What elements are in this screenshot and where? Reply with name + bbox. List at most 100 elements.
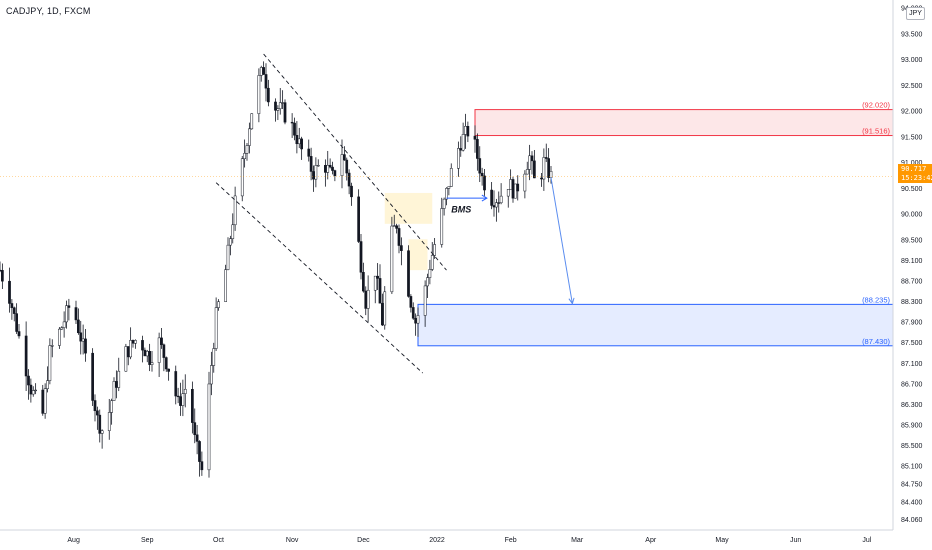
price-tick-label: 89.100 (901, 258, 923, 265)
candle (267, 79, 270, 107)
projection-line[interactable] (550, 177, 573, 304)
candle (81, 324, 85, 355)
candle (359, 233, 363, 280)
price-tick-label: 84.060 (901, 517, 923, 524)
candle (74, 300, 78, 324)
candle (283, 99, 287, 125)
candle (96, 406, 99, 430)
price-tick-label: 91.500 (901, 134, 923, 141)
candle (50, 339, 54, 358)
candle (1, 263, 4, 290)
candle (357, 189, 360, 243)
candle (449, 163, 453, 188)
candle (8, 267, 11, 313)
candle (307, 139, 311, 162)
candle (193, 408, 197, 444)
candle (530, 151, 534, 175)
highlight-box-0[interactable] (384, 192, 433, 224)
price-tick-label: 86.300 (901, 402, 923, 409)
candle (466, 121, 470, 143)
candle (24, 321, 28, 391)
candle (523, 170, 527, 199)
price-tick-label: 88.700 (901, 278, 923, 285)
highlight-box-1[interactable] (408, 239, 428, 271)
price-axis[interactable]: 94.00093.50093.00092.50092.00091.50091.0… (892, 0, 923, 530)
candle (423, 280, 427, 327)
candle (240, 155, 244, 202)
candle (328, 158, 332, 169)
candle (428, 259, 432, 285)
zone-demand-low-label: (87.430) (862, 337, 890, 346)
price-tick-label: 90.500 (901, 186, 923, 193)
candle (12, 306, 16, 322)
candle (333, 169, 337, 182)
candle (191, 381, 194, 434)
candle (490, 182, 493, 210)
candle (250, 113, 254, 130)
candle (509, 169, 512, 190)
candle (395, 223, 398, 234)
candle (243, 139, 246, 168)
price-tick-label: 89.500 (901, 237, 923, 244)
candle (112, 377, 116, 402)
candle (492, 190, 496, 217)
candle (93, 394, 97, 422)
symbol-title: CADJPY, 1D, FXCM (6, 6, 91, 16)
candle (164, 356, 168, 372)
candle (160, 328, 163, 349)
annotation-bms: BMS (451, 204, 471, 214)
channel-line-0[interactable] (263, 53, 447, 271)
candle (314, 157, 318, 188)
currency-badge[interactable]: JPY (906, 7, 925, 20)
zone-supply[interactable] (474, 109, 894, 137)
candle (366, 275, 370, 322)
candle (29, 378, 33, 403)
zone-demand[interactable] (417, 303, 894, 347)
candle (476, 133, 479, 171)
candle (542, 148, 546, 191)
candle (295, 121, 299, 154)
highlight-boxes (384, 192, 433, 271)
candle (262, 61, 265, 75)
price-tick-label: 92.500 (901, 83, 923, 90)
candle (440, 197, 444, 248)
candle (293, 117, 296, 141)
candle (98, 409, 102, 443)
candle (10, 299, 14, 320)
candle (426, 273, 429, 298)
candle (157, 332, 161, 377)
candle (547, 148, 550, 183)
candle (198, 440, 201, 477)
price-tick-label: 93.000 (901, 57, 923, 64)
price-tick-label: 85.500 (901, 443, 923, 450)
candle (84, 329, 87, 362)
candle (181, 379, 185, 417)
time-tick-label: May (715, 537, 729, 544)
candle (430, 242, 434, 272)
candle (309, 147, 313, 181)
candle (414, 313, 417, 336)
candle (483, 168, 486, 196)
candle (461, 122, 465, 152)
time-tick-label: Jul (862, 537, 871, 544)
candle (117, 357, 121, 392)
time-axis[interactable]: Aug Sep Oct Nov Dec 2022 Feb Mar Apr May Jun Jul (0, 529, 893, 544)
time-tick-label: 2022 (429, 537, 445, 544)
candle (495, 198, 498, 222)
candle (478, 146, 482, 183)
price-tick-label: 86.700 (901, 381, 923, 388)
channel-line-1[interactable] (215, 182, 424, 374)
candle (390, 216, 394, 295)
candle (324, 159, 327, 187)
candle (0, 261, 2, 273)
last-price-tag: 90.717 15:23:42 (898, 164, 932, 183)
bms-arrowhead (481, 194, 488, 202)
candle (362, 262, 365, 293)
candles-layer (0, 61, 553, 478)
candle (91, 348, 94, 407)
candle (278, 88, 282, 115)
price-tick-label: 90.000 (901, 212, 923, 219)
candle (473, 125, 477, 153)
time-tick-label: Mar (571, 537, 584, 544)
